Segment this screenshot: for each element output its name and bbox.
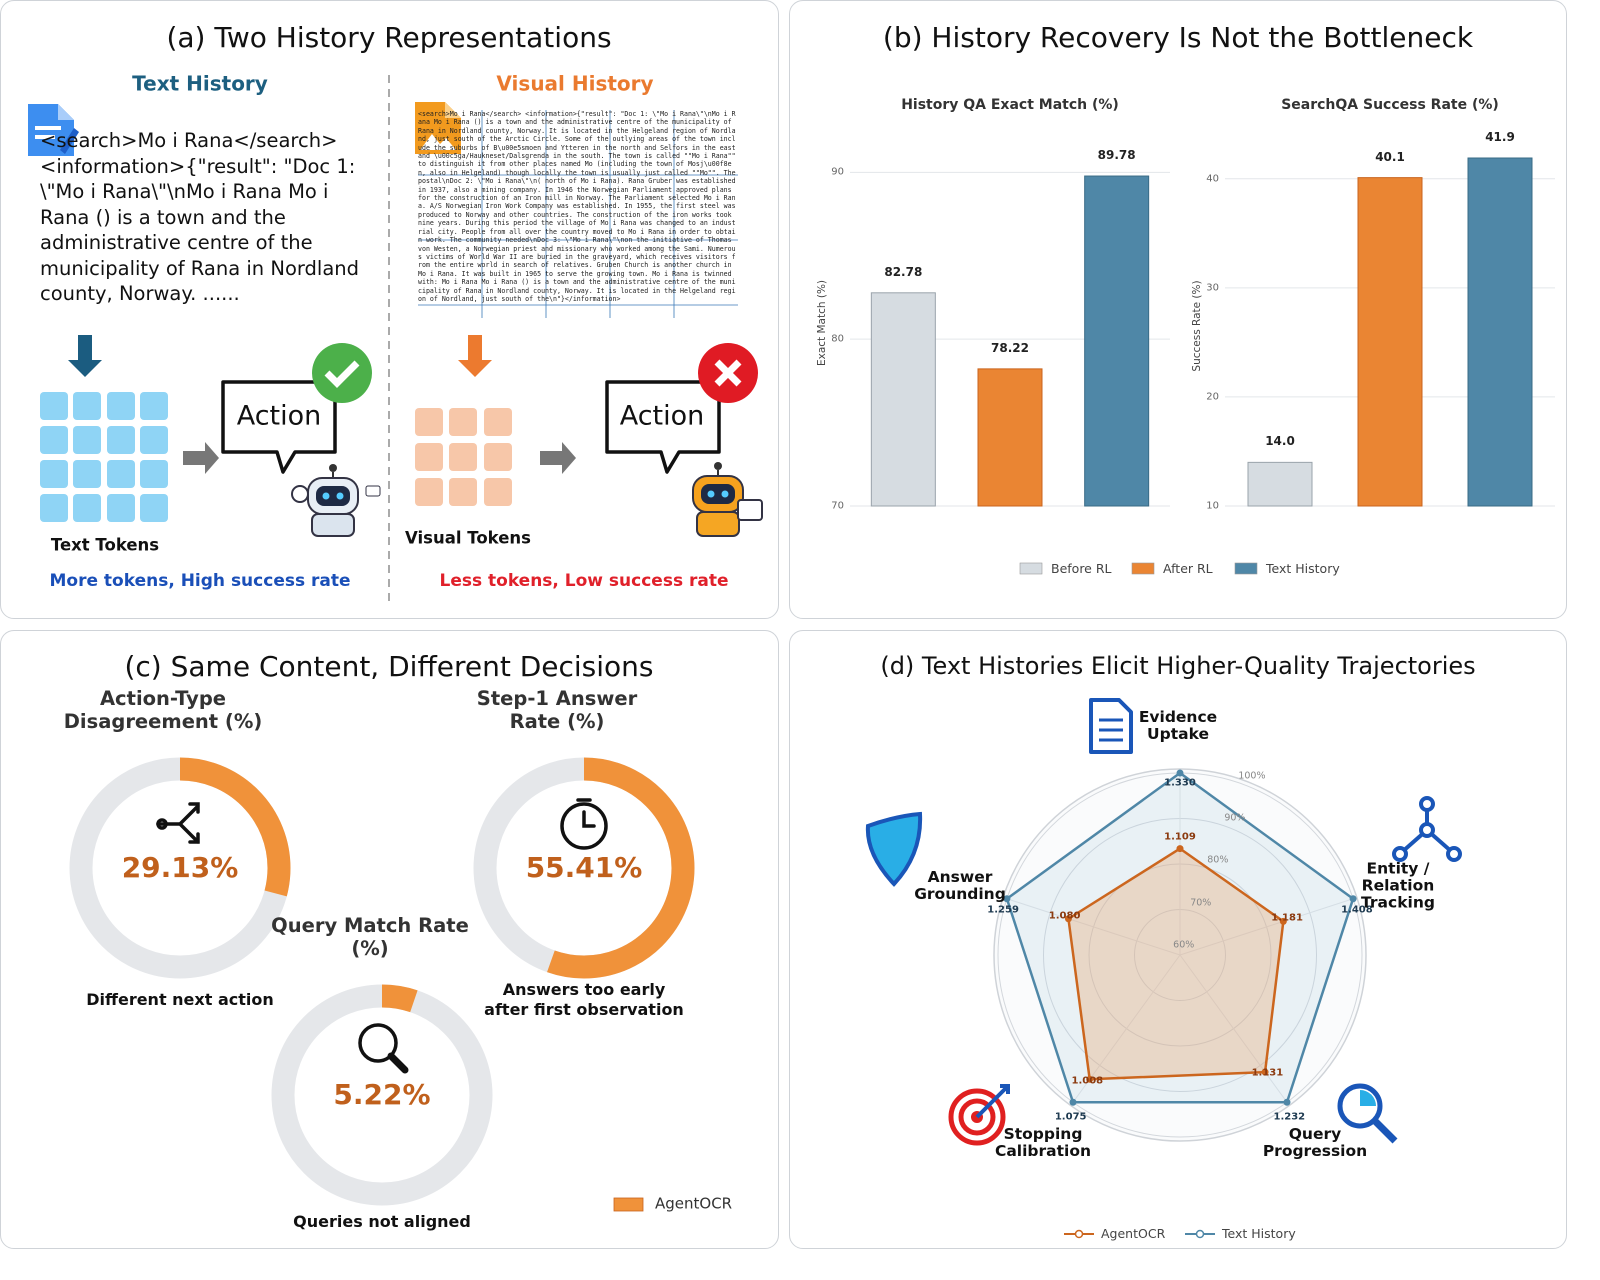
legend-swatch <box>1131 562 1155 575</box>
spoke <box>1179 954 1288 1103</box>
bar <box>1357 177 1423 507</box>
radar-icons <box>865 698 1462 1146</box>
diagram-graphics <box>28 75 763 605</box>
radar-point <box>1064 915 1072 923</box>
donut-arc <box>271 984 493 1206</box>
radar-area <box>1067 847 1285 1081</box>
radar-point <box>1176 845 1184 853</box>
visual-token-grid <box>415 408 512 506</box>
legend-swatch <box>613 1197 644 1212</box>
doc-icon <box>28 104 79 156</box>
radar-point <box>1069 1098 1077 1106</box>
bar <box>1084 175 1150 507</box>
radar-point <box>1283 1098 1291 1106</box>
spoke <box>1006 898 1181 956</box>
image-icon <box>415 102 461 154</box>
radar-area <box>1005 771 1355 1104</box>
robot-blue <box>291 464 381 537</box>
radar-point <box>1003 895 1011 903</box>
donut-icons <box>156 798 608 1074</box>
donut-arc <box>69 757 291 979</box>
legend-marker <box>1195 1229 1205 1239</box>
robot-orange <box>692 462 763 537</box>
radar-point <box>1261 1068 1269 1076</box>
bar <box>870 292 936 507</box>
radar-point <box>1086 1075 1094 1083</box>
page-grid <box>418 110 738 318</box>
legend-swatch <box>1234 562 1258 575</box>
bar <box>1467 157 1533 507</box>
spoke <box>1179 898 1354 956</box>
legend-marker <box>1074 1229 1084 1239</box>
bar <box>977 368 1043 507</box>
bar <box>1247 461 1313 507</box>
radar-point <box>1176 769 1184 777</box>
text-token-grid <box>40 392 168 522</box>
radar-point <box>1279 917 1287 925</box>
donut-arc <box>473 757 695 979</box>
radar-point <box>1349 895 1357 903</box>
legend-swatch <box>1019 562 1043 575</box>
